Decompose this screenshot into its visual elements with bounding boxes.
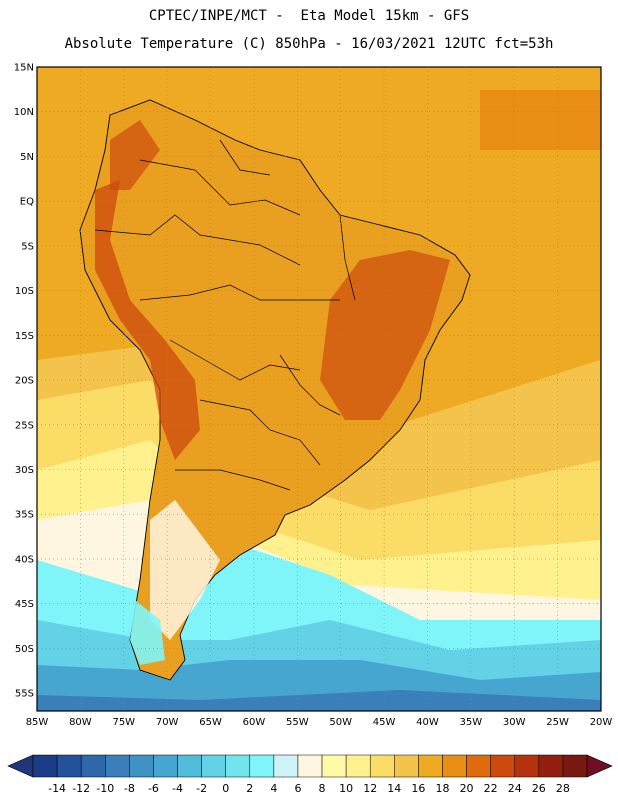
colorbar-swatch: [80, 754, 106, 778]
colorbar-tick-label: 8: [319, 782, 326, 795]
colorbar-swatch: [562, 754, 588, 778]
colorbar-tick-label: -14: [48, 782, 66, 795]
lat-label: 45S: [15, 599, 34, 610]
color-legend: -14 -12 -10 -8 -6 -4 -2 0 2 4 6 8 10 12 14 16 18 20 22 24 26…: [7, 754, 613, 795]
lon-label: 20W: [590, 717, 613, 728]
lat-label: 15S: [15, 331, 34, 342]
lat-label: 5S: [21, 241, 34, 252]
colorbar-tick-label: -6: [148, 782, 159, 795]
colorbar-tick-label: 26: [532, 782, 546, 795]
chart-title-line-1: CPTEC/INPE/MCT - Eta Model 15km - GFS: [148, 8, 470, 24]
hot-region-andes: [95, 180, 200, 460]
colorbar-tick-label: -2: [196, 782, 207, 795]
lon-label: 75W: [112, 717, 135, 728]
colorbar-swatch: [225, 754, 251, 778]
lon-label: 60W: [243, 717, 266, 728]
chart-title-line-2: Absolute Temperature (C) 850hPa - 16/03/…: [64, 36, 554, 52]
colorbar-tick-label: -10: [96, 782, 114, 795]
colorbar-tick-label: 14: [387, 782, 401, 795]
colorbar-swatch: [32, 754, 58, 778]
colorbar-tick-label: 18: [435, 782, 449, 795]
lat-label: 5N: [20, 152, 34, 163]
colorbar-tick-label: 4: [270, 782, 277, 795]
colorbar-swatch: [177, 754, 202, 778]
colorbar-tick-label: 28: [556, 782, 570, 795]
colorbar-tick-label: 6: [294, 782, 301, 795]
colorbar-swatch: [418, 754, 443, 778]
colorbar-tick-label: -8: [124, 782, 135, 795]
colorbar-swatch: [538, 754, 564, 778]
colorbar-swatch: [394, 754, 419, 778]
latitude-labels: 15N 10N 5N EQ 5S 10S 15S 20S 25S 30S 35S 40S 45S 50S 5…: [14, 63, 34, 700]
cold-region-south-chile: [130, 600, 165, 665]
colorbar-tick-label: 10: [339, 782, 353, 795]
country-borders: [94, 139, 356, 491]
colorbar-swatch: [297, 754, 323, 778]
lon-label: 65W: [199, 717, 222, 728]
colorbar-swatch: [321, 754, 347, 778]
colorbar-swatch: [153, 754, 178, 778]
lat-label: 20S: [15, 376, 34, 387]
lon-label: 35W: [460, 717, 483, 728]
hot-region-brazil: [320, 250, 450, 420]
colorbar-tick-label: 2: [246, 782, 253, 795]
lat-label: 40S: [15, 554, 34, 565]
colorbar-tick-label: 12: [363, 782, 377, 795]
colorbar-swatch: [369, 754, 395, 778]
colorbar-swatch: [345, 754, 371, 778]
cool-region-patagonia: [150, 500, 220, 640]
colorbar-swatch: [273, 754, 299, 778]
lat-label: 35S: [15, 510, 34, 521]
colorbar-tick-label: -4: [172, 782, 183, 795]
colorbar-swatch: [201, 754, 226, 778]
lon-label: 50W: [329, 717, 352, 728]
lat-label: 15N: [14, 63, 34, 74]
colorbar-swatch: [249, 754, 275, 778]
colorbar-swatch: [490, 754, 515, 778]
lat-label: 55S: [15, 689, 34, 700]
lat-label: 10N: [14, 107, 34, 118]
lon-label: 40W: [416, 717, 439, 728]
lon-label: 45W: [373, 717, 396, 728]
colorbar-swatch: [129, 754, 154, 778]
lat-label: 30S: [15, 465, 34, 476]
hot-region-north: [110, 120, 160, 190]
colorbar-swatch: [56, 754, 82, 778]
lon-label: 25W: [546, 717, 569, 728]
lon-label: 30W: [503, 717, 526, 728]
colorbar-high-arrow: [586, 754, 613, 778]
lon-label: 80W: [69, 717, 92, 728]
colorbar-low-arrow: [7, 754, 34, 778]
cold-band-4: [37, 690, 601, 711]
colorbar-swatch: [442, 754, 467, 778]
colorbar-tick-label: 22: [484, 782, 498, 795]
colorbar-tick-label: 16: [411, 782, 425, 795]
colorbar-swatch: [466, 754, 491, 778]
colorbar-tick-label: -12: [72, 782, 90, 795]
lat-label: 50S: [15, 644, 34, 655]
colorbar-swatch: [514, 754, 540, 778]
lat-label: 10S: [15, 286, 34, 297]
colorbar-tick-label: 20: [460, 782, 474, 795]
colorbar-tick-label: 24: [508, 782, 522, 795]
warm-ocean-patch: [480, 90, 601, 150]
lon-label: 70W: [156, 717, 179, 728]
lat-label: EQ: [20, 197, 34, 208]
colorbar-swatch: [105, 754, 130, 778]
lon-label: 55W: [286, 717, 309, 728]
colorbar-tick-label: 0: [222, 782, 229, 795]
longitude-labels: 85W 80W 75W 70W 65W 60W 55W 50W 45W 40W 35W 30W 25W 2…: [26, 717, 613, 728]
lon-label: 85W: [26, 717, 49, 728]
map-plot-area: [37, 67, 601, 711]
map-border: [36, 66, 602, 712]
lat-label: 25S: [15, 420, 34, 431]
